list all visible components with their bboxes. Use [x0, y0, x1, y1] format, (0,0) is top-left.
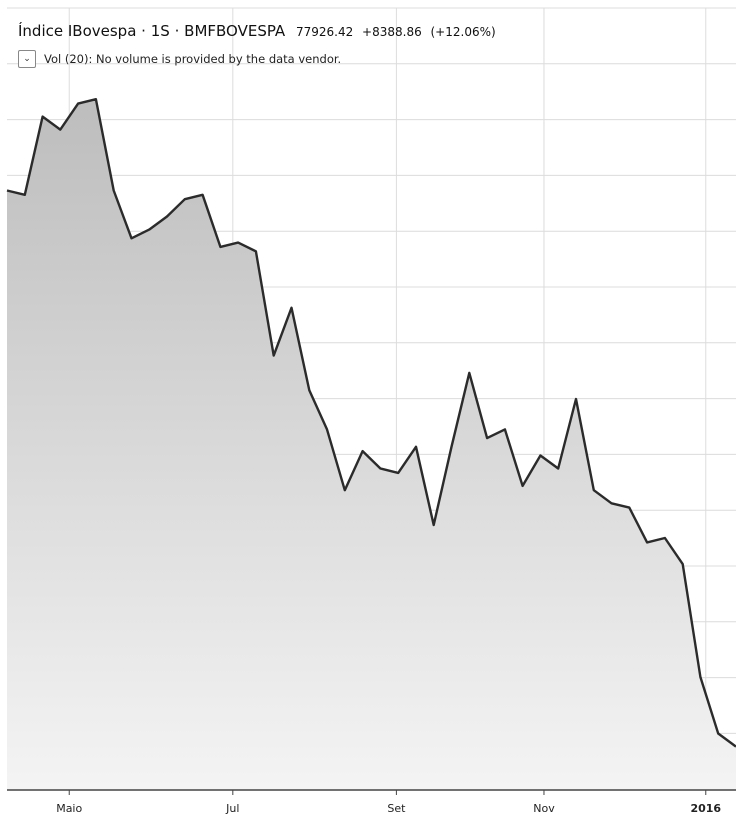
change-percent: (+12.06%) [430, 25, 496, 39]
chevron-down-icon[interactable]: ⌄ [18, 50, 36, 68]
x-tick-label: Jul [225, 802, 239, 815]
price-line [6, 97, 736, 748]
chart-header: Índice IBovespa · 1S · BMFBOVESPA 77926.… [18, 22, 496, 40]
interval-label: 1S [150, 22, 170, 40]
x-tick-label: 2016 [690, 802, 721, 815]
area-fill [7, 99, 736, 790]
symbol-name: Índice IBovespa [18, 22, 137, 40]
x-axis-ticks: Maio Jul Set Nov 2016 [56, 790, 721, 815]
volume-label: Vol (20): No volume is provided by the d… [44, 52, 342, 66]
last-price: 77926.42 [295, 25, 354, 39]
x-tick-label: Maio [56, 802, 82, 815]
volume-indicator-row: ⌄ Vol (20): No volume is provided by the… [18, 50, 341, 68]
x-tick-label: Nov [533, 802, 555, 815]
x-tick-label: Set [387, 802, 406, 815]
exchange-label: BMFBOVESPA [184, 22, 286, 40]
change-absolute: +8388.86 [362, 25, 422, 39]
separator-dot: · [174, 22, 180, 40]
separator-dot: · [141, 22, 146, 40]
